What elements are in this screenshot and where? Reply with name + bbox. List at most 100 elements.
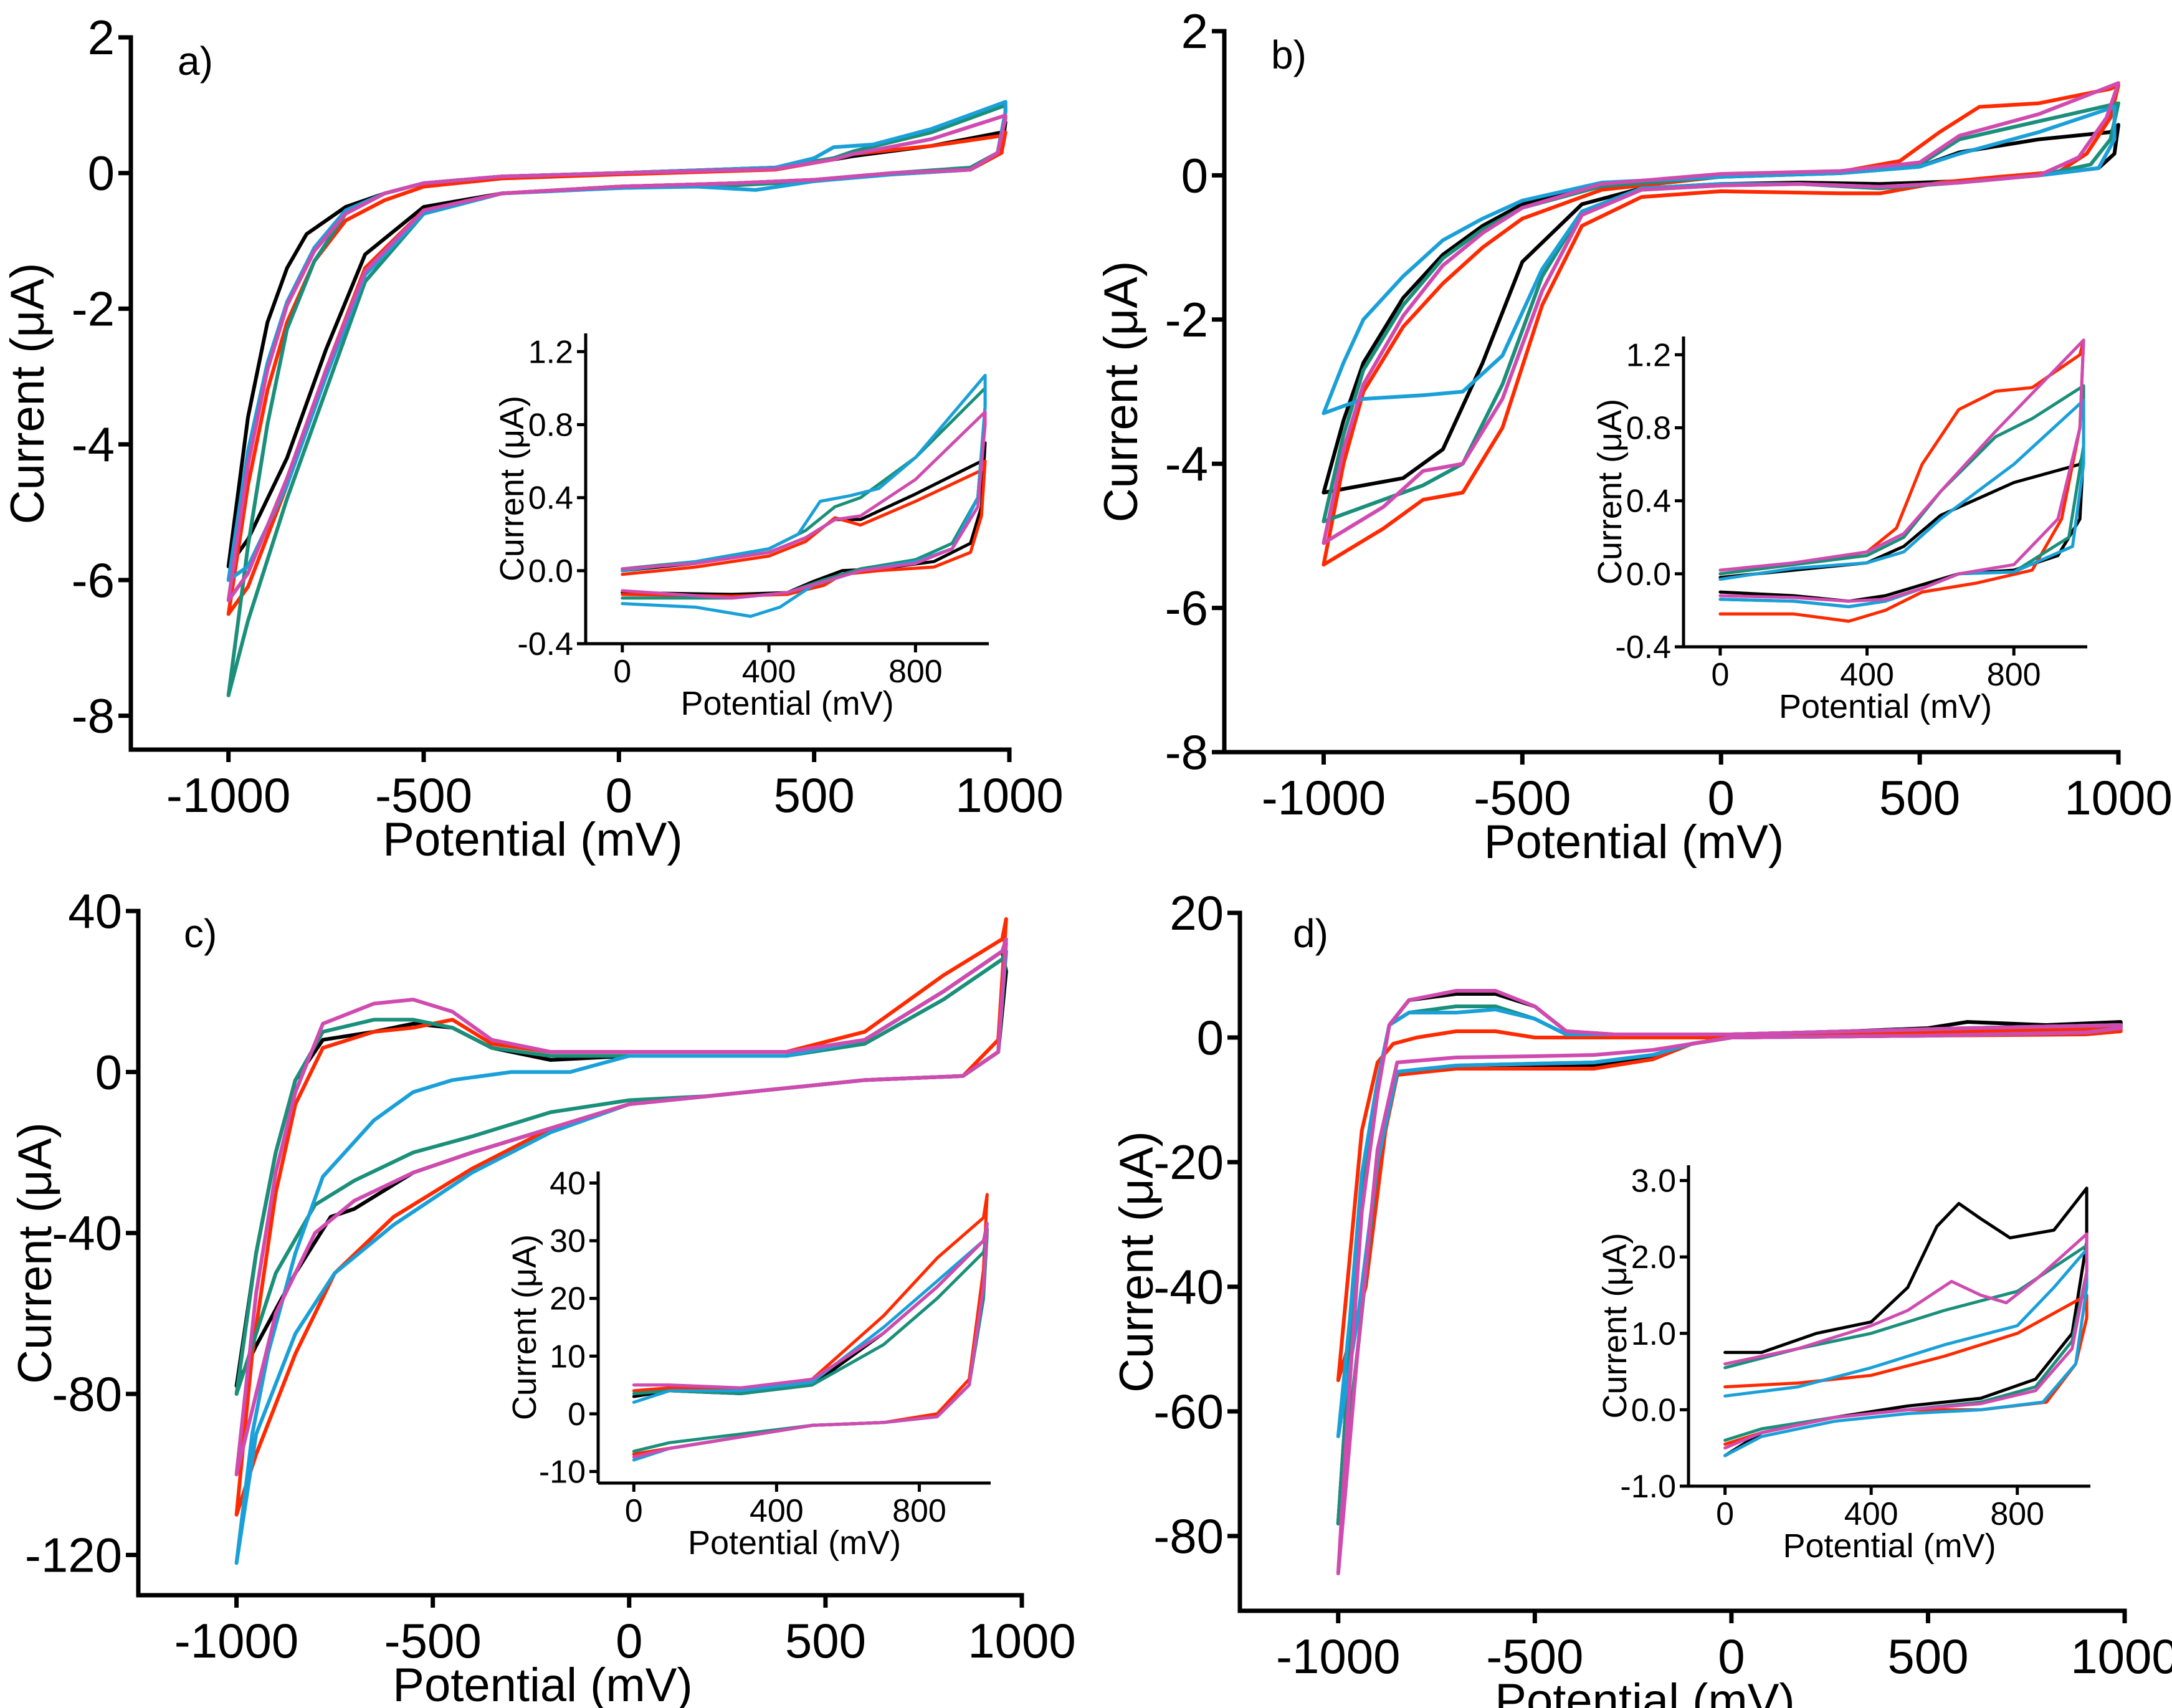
- panel-a-series-red: [226, 130, 1007, 616]
- panel-b-x-tick-label: -1000: [1262, 770, 1386, 825]
- inset-d-x-axis-label: Potential (mV): [1783, 1527, 1996, 1565]
- panel-c-x-tick-label: 0: [616, 1613, 642, 1668]
- panel-c-y-tick-label: -80: [52, 1367, 122, 1421]
- inset-a-y-tick-label: 1.2: [528, 334, 573, 370]
- panel-a-series-magenta: [226, 113, 1007, 603]
- inset-b-x-tick-label: 800: [1987, 657, 2041, 693]
- panel-label-b: b): [1271, 32, 1307, 77]
- panel-b-x-axis-label: Potential (mV): [1484, 816, 1784, 869]
- panel-b-series-red: [1322, 83, 2120, 567]
- inset-d: 0 400 800 3.0 2.0 1.0 0.0 -1.0 Potential (mV) Cur…: [1596, 1163, 2090, 1565]
- inset-d-series-red: [1723, 1294, 2089, 1446]
- panel-b-series-magenta: [1322, 81, 2120, 545]
- inset-a-x-tick-label: 400: [742, 654, 796, 690]
- panel-c-y-tick-label: 40: [68, 884, 122, 938]
- panel-d-x-tick-label: 500: [1887, 1629, 1968, 1684]
- inset-c-x-tick-label: 0: [625, 1493, 643, 1529]
- panel-a-y-tick-label: -4: [72, 417, 115, 472]
- panel-d-x-tick-label: -1000: [1276, 1629, 1401, 1684]
- inset-a: 0 400 800 1.2 0.8 0.4 0.0 -0.4 Potential (mV) Cur…: [493, 333, 989, 722]
- inset-c-y-tick-label: 40: [550, 1166, 586, 1202]
- panel-a-series-blue: [226, 100, 1007, 582]
- panel-b-series-black: [1322, 123, 2120, 495]
- inset-c-y-tick-label: 20: [550, 1281, 586, 1317]
- panel-d: -1000 -500 0 500 1000 20 0 -20 -40 -60 -80 Potentia…: [1110, 885, 2172, 1708]
- inset-b-y-tick-label: -0.4: [1615, 629, 1671, 666]
- panel-d-y-tick-label: -40: [1153, 1259, 1224, 1314]
- panel-a-y-tick-label: -6: [72, 553, 115, 608]
- inset-c-series-red: [632, 1193, 989, 1456]
- inset-d-y-tick-label: 2.0: [1631, 1239, 1676, 1276]
- inset-c-x-tick-label: 400: [750, 1493, 804, 1529]
- inset-c-series-magenta: [632, 1221, 989, 1459]
- inset-a-series-red: [621, 459, 987, 598]
- inset-d-y-tick-label: 1.0: [1631, 1316, 1676, 1352]
- inset-c-series-teal: [632, 1233, 989, 1453]
- inset-c-y-axis-label: Current (μA): [506, 1234, 543, 1420]
- inset-c-x-tick-label: 800: [892, 1493, 946, 1529]
- inset-b-x-tick-label: 0: [1711, 657, 1729, 693]
- panel-b-y-tick-label: -6: [1165, 581, 1208, 636]
- inset-d-y-axis-label: Current (μA): [1596, 1233, 1634, 1418]
- panel-c-y-tick-label: -120: [25, 1527, 122, 1582]
- panel-a-x-tick-label: 500: [774, 768, 855, 823]
- inset-a-series-blue: [621, 373, 987, 618]
- panel-label-c: c): [184, 911, 217, 956]
- panel-a-y-axis-label: Current (μA): [1, 263, 54, 525]
- panel-a-x-tick-label: -1000: [166, 768, 291, 823]
- panel-d-x-tick-label: -500: [1486, 1629, 1583, 1684]
- panel-b-x-tick-label: 0: [1708, 770, 1735, 825]
- inset-b: 0 400 800 1.2 0.8 0.4 0.0 -0.4 Potential (mV) Cur…: [1591, 336, 2087, 725]
- inset-a-x-tick-label: 0: [613, 654, 631, 690]
- inset-a-y-axis-label: Current (μA): [493, 396, 531, 581]
- panel-c-x-axis-label: Potential (mV): [393, 1659, 693, 1708]
- inset-c-y-tick-label: 0: [568, 1396, 586, 1433]
- panel-a-y-tick-label: 2: [88, 10, 115, 65]
- panel-c-series-magenta: [234, 937, 1008, 1477]
- inset-d-series-magenta: [1723, 1232, 2089, 1450]
- panel-label-a: a): [178, 39, 213, 83]
- inset-c-y-tick-label: 10: [550, 1338, 586, 1375]
- panel-a-y-tick-label: -8: [72, 689, 115, 743]
- panel-b-y-tick-label: -4: [1165, 436, 1208, 491]
- inset-b-x-tick-label: 400: [1840, 657, 1894, 693]
- inset-b-series-magenta: [1718, 338, 2085, 603]
- panel-b-series-blue: [1322, 105, 2117, 416]
- panel-c-y-tick-label: -40: [52, 1206, 122, 1261]
- inset-c-x-axis-label: Potential (mV): [688, 1524, 901, 1562]
- panel-b-y-tick-label: 0: [1181, 148, 1208, 203]
- inset-b-series-blue: [1718, 399, 2085, 609]
- panel-d-y-tick-label: 20: [1169, 885, 1224, 940]
- inset-a-x-tick-label: 800: [888, 654, 943, 690]
- panel-c-x-tick-label: -1000: [174, 1613, 299, 1668]
- panel-d-x-tick-label: 0: [1718, 1629, 1745, 1684]
- panel-a-x-tick-label: -500: [375, 768, 472, 823]
- inset-d-x-tick-label: 0: [1716, 1496, 1734, 1532]
- inset-a-y-tick-label: 0.8: [528, 407, 573, 443]
- panel-d-series-red: [1336, 1026, 2123, 1382]
- inset-d-y-tick-label: 0.0: [1631, 1392, 1676, 1428]
- panel-b: -1000 -500 0 500 1000 2 0 -2 -4 -6 -8 Potential (mV…: [1095, 4, 2172, 869]
- panel-b-x-tick-label: 1000: [2064, 770, 2172, 825]
- panel-c-y-axis-label: Current (μA): [9, 1122, 62, 1384]
- inset-c-y-tick-label: 30: [550, 1223, 586, 1259]
- panel-a-series-teal: [226, 103, 1007, 697]
- inset-a-x-axis-label: Potential (mV): [680, 685, 893, 722]
- inset-c: 0 400 800 40 30 20 10 0 -10 Potential (mV) Current…: [506, 1166, 991, 1562]
- panel-a-x-tick-label: 1000: [955, 768, 1064, 823]
- panel-d-y-tick-label: -20: [1153, 1135, 1224, 1190]
- panel-b-y-tick-label: 2: [1181, 4, 1208, 59]
- panel-c-y-tick-label: 0: [95, 1044, 122, 1099]
- inset-d-series-black: [1723, 1186, 2089, 1458]
- inset-b-y-tick-label: 0.8: [1626, 410, 1671, 446]
- inset-b-y-axis-label: Current (μA): [1591, 399, 1629, 584]
- panel-b-y-axis-label: Current (μA): [1095, 261, 1148, 523]
- inset-d-series-blue: [1723, 1248, 2089, 1458]
- panel-d-y-tick-label: 0: [1197, 1010, 1224, 1065]
- panel-d-y-tick-label: -80: [1153, 1509, 1224, 1563]
- panel-c-x-tick-label: 1000: [968, 1613, 1076, 1668]
- inset-d-y-tick-label: -1.0: [1620, 1469, 1676, 1505]
- inset-a-y-tick-label: 0.4: [528, 480, 573, 517]
- panel-c: -1000 -500 0 500 1000400-40-80-120Potential …: [9, 884, 1076, 1708]
